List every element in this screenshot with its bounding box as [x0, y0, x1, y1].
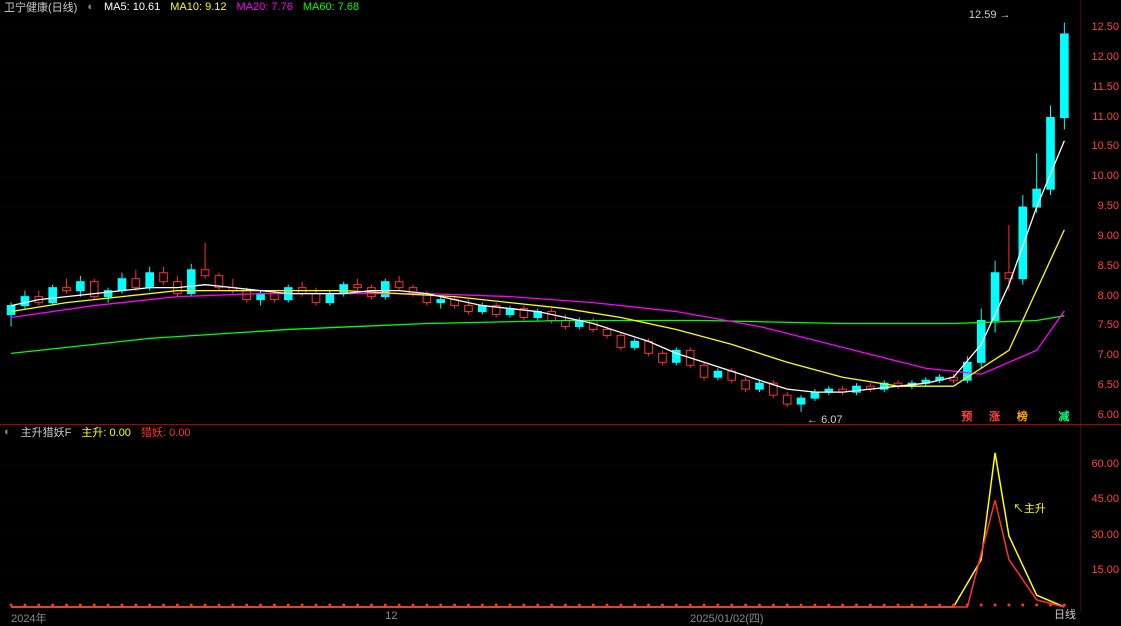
- timeframe-label: 日线: [1054, 606, 1076, 622]
- y-tick: 10.50: [1091, 140, 1119, 152]
- sub-y-axis: 15.00 30.00 45.00 60.00: [1081, 425, 1121, 610]
- stock-name: 卫宁健康(日线): [4, 0, 77, 15]
- y-tick: 15.00: [1091, 564, 1119, 576]
- ma60-label: MA60: 7.68: [303, 1, 359, 13]
- date-axis: 2024年122025/01/02(四): [0, 610, 1121, 624]
- main-y-axis: 6.00 6.50 7.00 7.50 8.00 8.50 9.00 9.50 10.00 10.…: [1081, 0, 1121, 424]
- y-tick: 12.50: [1091, 21, 1119, 33]
- y-tick: 7.00: [1098, 349, 1119, 361]
- high-marker: 12.59 →: [969, 9, 1011, 21]
- y-tick: 8.50: [1098, 260, 1119, 272]
- ma10-label: MA10: 9.12: [170, 1, 226, 13]
- y-tick: 60.00: [1091, 458, 1119, 470]
- y-tick: 8.00: [1098, 290, 1119, 302]
- chart-annotation: 涨: [989, 408, 1000, 424]
- sub-chart-panel: ◐ 主升猎妖F 主升: 0.00 猎妖: 0.00 15.00 30.00 45.0…: [0, 424, 1121, 610]
- ma-indicator-icon: ◐: [87, 1, 94, 13]
- y-tick: 10.00: [1091, 170, 1119, 182]
- y-tick: 11.50: [1092, 81, 1119, 93]
- chart-annotation: 榜: [1017, 408, 1028, 424]
- sub-indicator-icon: ◐: [4, 426, 11, 438]
- sub-indicator-name: 主升猎妖F: [21, 424, 72, 440]
- chart-annotation: 减: [1058, 408, 1069, 424]
- y-tick: 6.00: [1098, 409, 1119, 421]
- y-tick: 45.00: [1091, 493, 1119, 505]
- main-chart-svg[interactable]: [0, 0, 1081, 424]
- main-title-bar: 卫宁健康(日线) ◐ MA5: 10.61 MA10: 9.12 MA20: 7…: [0, 0, 359, 14]
- y-tick: 12.00: [1091, 51, 1119, 63]
- sub-l1: 主升: 0.00: [81, 424, 131, 440]
- y-tick: 11.00: [1092, 111, 1119, 123]
- sub-title-bar: ◐ 主升猎妖F 主升: 0.00 猎妖: 0.00: [0, 425, 190, 439]
- main-chart-panel: 卫宁健康(日线) ◐ MA5: 10.61 MA10: 9.12 MA20: 7…: [0, 0, 1121, 424]
- y-tick: 7.50: [1098, 319, 1119, 331]
- chart-annotation: 预: [961, 408, 972, 424]
- ma20-label: MA20: 7.76: [237, 1, 293, 13]
- ma5-label: MA5: 10.61: [104, 1, 160, 13]
- y-tick: 6.50: [1098, 379, 1119, 391]
- y-tick: 9.50: [1098, 200, 1119, 212]
- sub-chart-svg[interactable]: [0, 425, 1081, 611]
- sub-l2: 猎妖: 0.00: [141, 424, 191, 440]
- date-label: 12: [385, 610, 397, 622]
- y-tick: 30.00: [1091, 529, 1119, 541]
- sub-marker: ↖主升: [1013, 500, 1046, 516]
- y-tick: 9.00: [1098, 230, 1119, 242]
